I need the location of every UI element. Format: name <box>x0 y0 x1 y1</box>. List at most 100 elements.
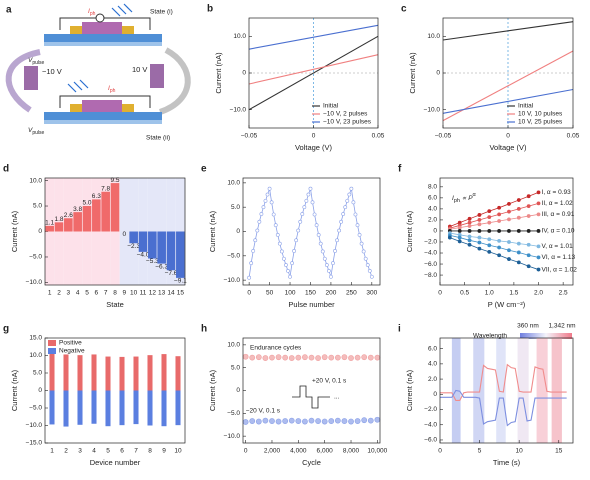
x-tick-label: 7 <box>104 290 108 297</box>
point <box>536 190 541 195</box>
point <box>242 353 249 360</box>
bar <box>49 353 55 391</box>
point <box>497 229 502 233</box>
y-tick-label: −10.0 <box>224 433 241 440</box>
point <box>361 417 368 424</box>
point <box>300 212 305 216</box>
value-label: 1.8 <box>54 216 63 223</box>
point <box>334 417 341 424</box>
point <box>516 260 521 265</box>
point <box>507 202 511 206</box>
point <box>339 219 344 224</box>
x-tick-label: 50 <box>266 290 274 297</box>
y-tick-label: 10.0 <box>227 180 240 187</box>
value-label: 6.3 <box>92 193 101 200</box>
panel-letter: a <box>6 5 12 16</box>
pulse-label: Vpulse <box>28 127 45 137</box>
y-tick-label: 2.0 <box>428 376 437 383</box>
legend-label: Initial <box>323 103 339 110</box>
bar <box>175 356 181 391</box>
x-tick-label: 1.0 <box>485 290 494 297</box>
point <box>497 245 502 250</box>
y-tick-label: −10.0 <box>26 279 43 286</box>
electrode <box>122 26 134 34</box>
x-tick-label: 1.5 <box>509 290 518 297</box>
point <box>341 418 348 424</box>
series-line <box>449 191 539 227</box>
y-axis-label: Current (nA) <box>408 52 417 94</box>
point <box>507 217 511 222</box>
point <box>295 418 302 424</box>
cycle-arrow <box>5 49 41 113</box>
panel-letter: i <box>398 324 401 335</box>
y-tick-label: 10.0 <box>427 33 440 40</box>
series-line <box>449 237 539 270</box>
highlight-span <box>496 338 506 443</box>
x-tick-label: 2 <box>57 290 61 297</box>
point <box>487 229 492 233</box>
point <box>321 354 328 361</box>
y-tick-label: 6.0 <box>428 195 437 202</box>
annotation: Endurance cycles <box>250 345 302 352</box>
point <box>345 198 350 203</box>
point <box>249 261 254 266</box>
point <box>536 267 541 272</box>
bar <box>157 231 166 264</box>
point <box>374 354 381 361</box>
x-tick-label: 0 <box>506 133 510 140</box>
x-tick-label: 2 <box>64 448 68 455</box>
point <box>467 224 472 228</box>
x-tick-label: 15 <box>555 448 563 455</box>
point <box>277 241 282 246</box>
photocurrent-label: Iph <box>108 85 116 95</box>
y-axis-label: Current (nA) <box>208 369 217 411</box>
point <box>526 229 531 233</box>
bar <box>148 231 157 259</box>
series-line <box>248 54 379 85</box>
point <box>361 354 368 361</box>
point <box>359 241 364 246</box>
x-axis-label: P (W cm⁻²) <box>488 300 526 309</box>
value-label: −9.1 <box>174 278 187 285</box>
y-tick-label: 4.0 <box>428 206 437 213</box>
point <box>337 228 342 233</box>
x-tick-label: 6 <box>95 290 99 297</box>
point <box>457 235 462 240</box>
x-axis-label: Time (s) <box>493 458 521 467</box>
point <box>507 240 511 244</box>
x-tick-label: 0 <box>438 290 442 297</box>
point <box>487 237 492 242</box>
electrode <box>70 26 82 34</box>
bar <box>77 390 83 425</box>
point <box>516 215 521 220</box>
x-tick-label: 10 <box>516 448 524 455</box>
point <box>312 212 317 217</box>
point <box>261 205 266 210</box>
state-label: State (i) <box>150 9 173 16</box>
x-tick-label: −0.05 <box>241 133 258 140</box>
x-tick-label: 250 <box>346 290 357 297</box>
y-axis-label: Current (nA) <box>10 210 19 252</box>
plot-frame <box>248 17 379 129</box>
panel-letter: d <box>3 164 9 175</box>
x-tick-label: 7 <box>134 448 138 455</box>
x-axis-label: Voltage (V) <box>489 143 527 152</box>
y-tick-label: −6.0 <box>424 261 437 268</box>
annotation: 1,342 nm <box>548 323 575 330</box>
point <box>487 215 492 220</box>
point <box>302 354 308 361</box>
y-tick-label: 5.0 <box>33 203 42 210</box>
point <box>255 418 262 425</box>
point <box>497 219 502 223</box>
point <box>516 250 521 255</box>
point <box>288 355 295 361</box>
series-line <box>449 232 539 247</box>
legend-label: 10 V, 10 pulses <box>518 111 563 118</box>
point <box>507 229 511 233</box>
y-tick-label: −4.0 <box>424 421 437 428</box>
bar <box>82 206 92 232</box>
y-tick-label: −10.0 <box>230 106 247 113</box>
series-line <box>449 234 539 258</box>
y-tick-label: −6.0 <box>424 437 437 444</box>
